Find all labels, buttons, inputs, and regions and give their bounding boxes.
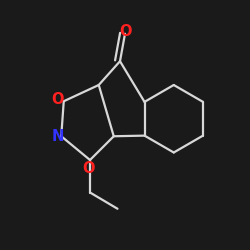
Text: O: O	[51, 92, 64, 108]
Text: O: O	[82, 161, 95, 176]
Text: O: O	[119, 24, 131, 39]
Text: N: N	[51, 129, 64, 144]
